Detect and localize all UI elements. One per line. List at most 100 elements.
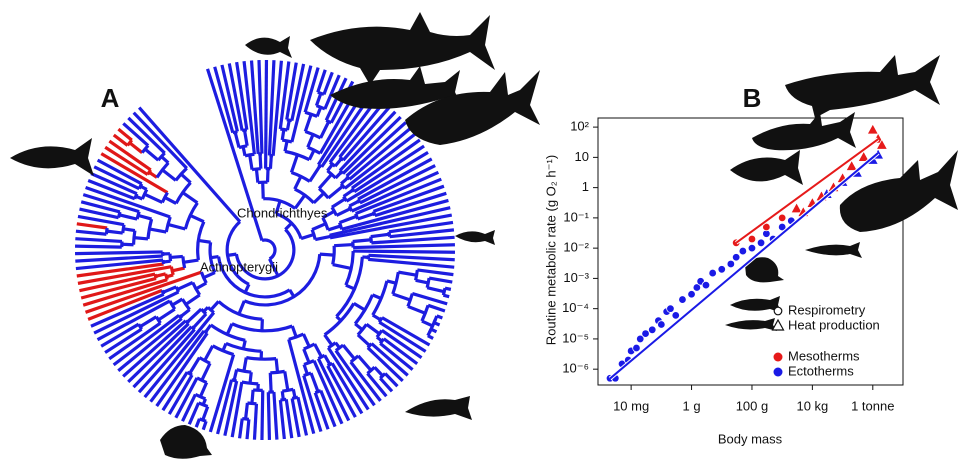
tree-branch <box>336 317 340 321</box>
fish-silhouette <box>160 425 212 459</box>
tree-branch <box>263 182 264 199</box>
tree-branch <box>373 315 381 320</box>
x-tick-label: 10 kg <box>796 398 828 413</box>
tree-branch <box>340 216 357 222</box>
tree-branch <box>305 68 318 113</box>
tree-branch <box>123 229 135 231</box>
tree-branch <box>266 60 267 169</box>
tree-arc <box>227 222 249 285</box>
tree-branch <box>336 209 350 216</box>
tree-branch <box>353 240 371 242</box>
circle-point <box>633 344 641 352</box>
fish-silhouette <box>805 242 862 258</box>
tree-branch <box>134 238 148 239</box>
circle-point <box>667 305 675 313</box>
tree-branch <box>282 129 284 140</box>
circle-point <box>672 312 680 320</box>
clade-label: Actinopterygii <box>200 259 278 274</box>
tree-branch <box>429 278 452 282</box>
tree-branch <box>427 288 444 292</box>
tree-branch <box>310 166 320 182</box>
tree-branch <box>353 245 455 248</box>
circle-point <box>658 321 666 329</box>
legend-label: Respirometry <box>788 302 866 317</box>
fit-line <box>610 153 878 379</box>
shark-silhouette <box>785 55 940 118</box>
circle-point <box>732 253 740 261</box>
tree-branch <box>285 223 291 229</box>
legend-symbol <box>774 307 782 315</box>
tree-branch <box>325 355 330 364</box>
tree-branch <box>168 224 185 229</box>
tree-branch <box>252 390 253 404</box>
tree-branch <box>416 280 429 283</box>
legend-symbol <box>774 368 783 377</box>
tree-branch <box>304 365 307 375</box>
tree-branch <box>315 237 330 240</box>
tree-branch <box>239 301 244 314</box>
tree-branch <box>305 114 311 131</box>
y-tick-label: 10⁻⁶ <box>562 361 589 376</box>
circle-point <box>648 326 656 334</box>
tree-branch <box>170 256 183 257</box>
tree-branch <box>412 294 447 304</box>
tree-branch <box>285 141 287 151</box>
tree-branch <box>343 345 354 359</box>
tree-branch <box>398 272 416 275</box>
tree-branch <box>375 367 383 376</box>
tree-branch <box>158 309 174 320</box>
tree-branch <box>235 132 239 147</box>
tree-branch <box>190 215 204 221</box>
circle-point <box>778 214 786 222</box>
y-tick-label: 10² <box>570 119 589 134</box>
tree-branch <box>119 215 137 219</box>
tree-branch <box>190 358 200 374</box>
shark-silhouette <box>310 12 495 85</box>
panel-label: B <box>743 83 762 113</box>
tree-branch <box>301 235 314 239</box>
tree-branch <box>145 149 158 160</box>
tree-branch <box>227 324 232 335</box>
tree-branch <box>161 157 168 163</box>
tree-branch <box>240 419 243 439</box>
fish-silhouette <box>10 138 94 176</box>
tree-branch <box>286 399 292 438</box>
tree-branch <box>358 335 370 346</box>
shark-silhouette <box>840 150 958 232</box>
circle-point <box>702 281 710 289</box>
tree-branch <box>353 251 455 252</box>
tree-branch <box>315 344 322 357</box>
tree-branch <box>196 283 206 289</box>
tree-branch <box>196 419 199 427</box>
tree-branch <box>289 339 314 433</box>
tree-branch <box>333 265 351 269</box>
y-tick-label: 10⁻² <box>563 240 589 255</box>
tree-branch <box>165 197 176 203</box>
tree-branch <box>130 143 143 153</box>
tree-branch <box>312 224 326 230</box>
circle-point <box>688 290 696 298</box>
tree-branch <box>198 240 210 242</box>
tree-branch <box>303 334 309 347</box>
fish-silhouette <box>725 318 777 331</box>
tree-branch <box>316 93 320 105</box>
tree-branch <box>280 400 284 439</box>
tree-branch <box>308 134 313 147</box>
tree-branch <box>318 70 325 92</box>
tree-branch <box>177 283 192 290</box>
tree-branch <box>186 295 200 305</box>
tree-arc <box>262 240 275 259</box>
fish-silhouette <box>455 230 495 245</box>
circle-point <box>679 296 687 304</box>
panel-label: A <box>101 83 120 113</box>
tree-branch <box>75 252 163 254</box>
tree-branch <box>268 392 269 440</box>
tree-branch <box>246 403 248 419</box>
legend-symbol <box>773 320 784 330</box>
tree-branch <box>332 199 345 207</box>
phylogenetic-tree <box>75 60 455 440</box>
tree-branch <box>262 390 263 440</box>
tree-branch <box>341 178 348 184</box>
tree-branch <box>244 130 247 146</box>
tree-branch <box>184 260 199 262</box>
